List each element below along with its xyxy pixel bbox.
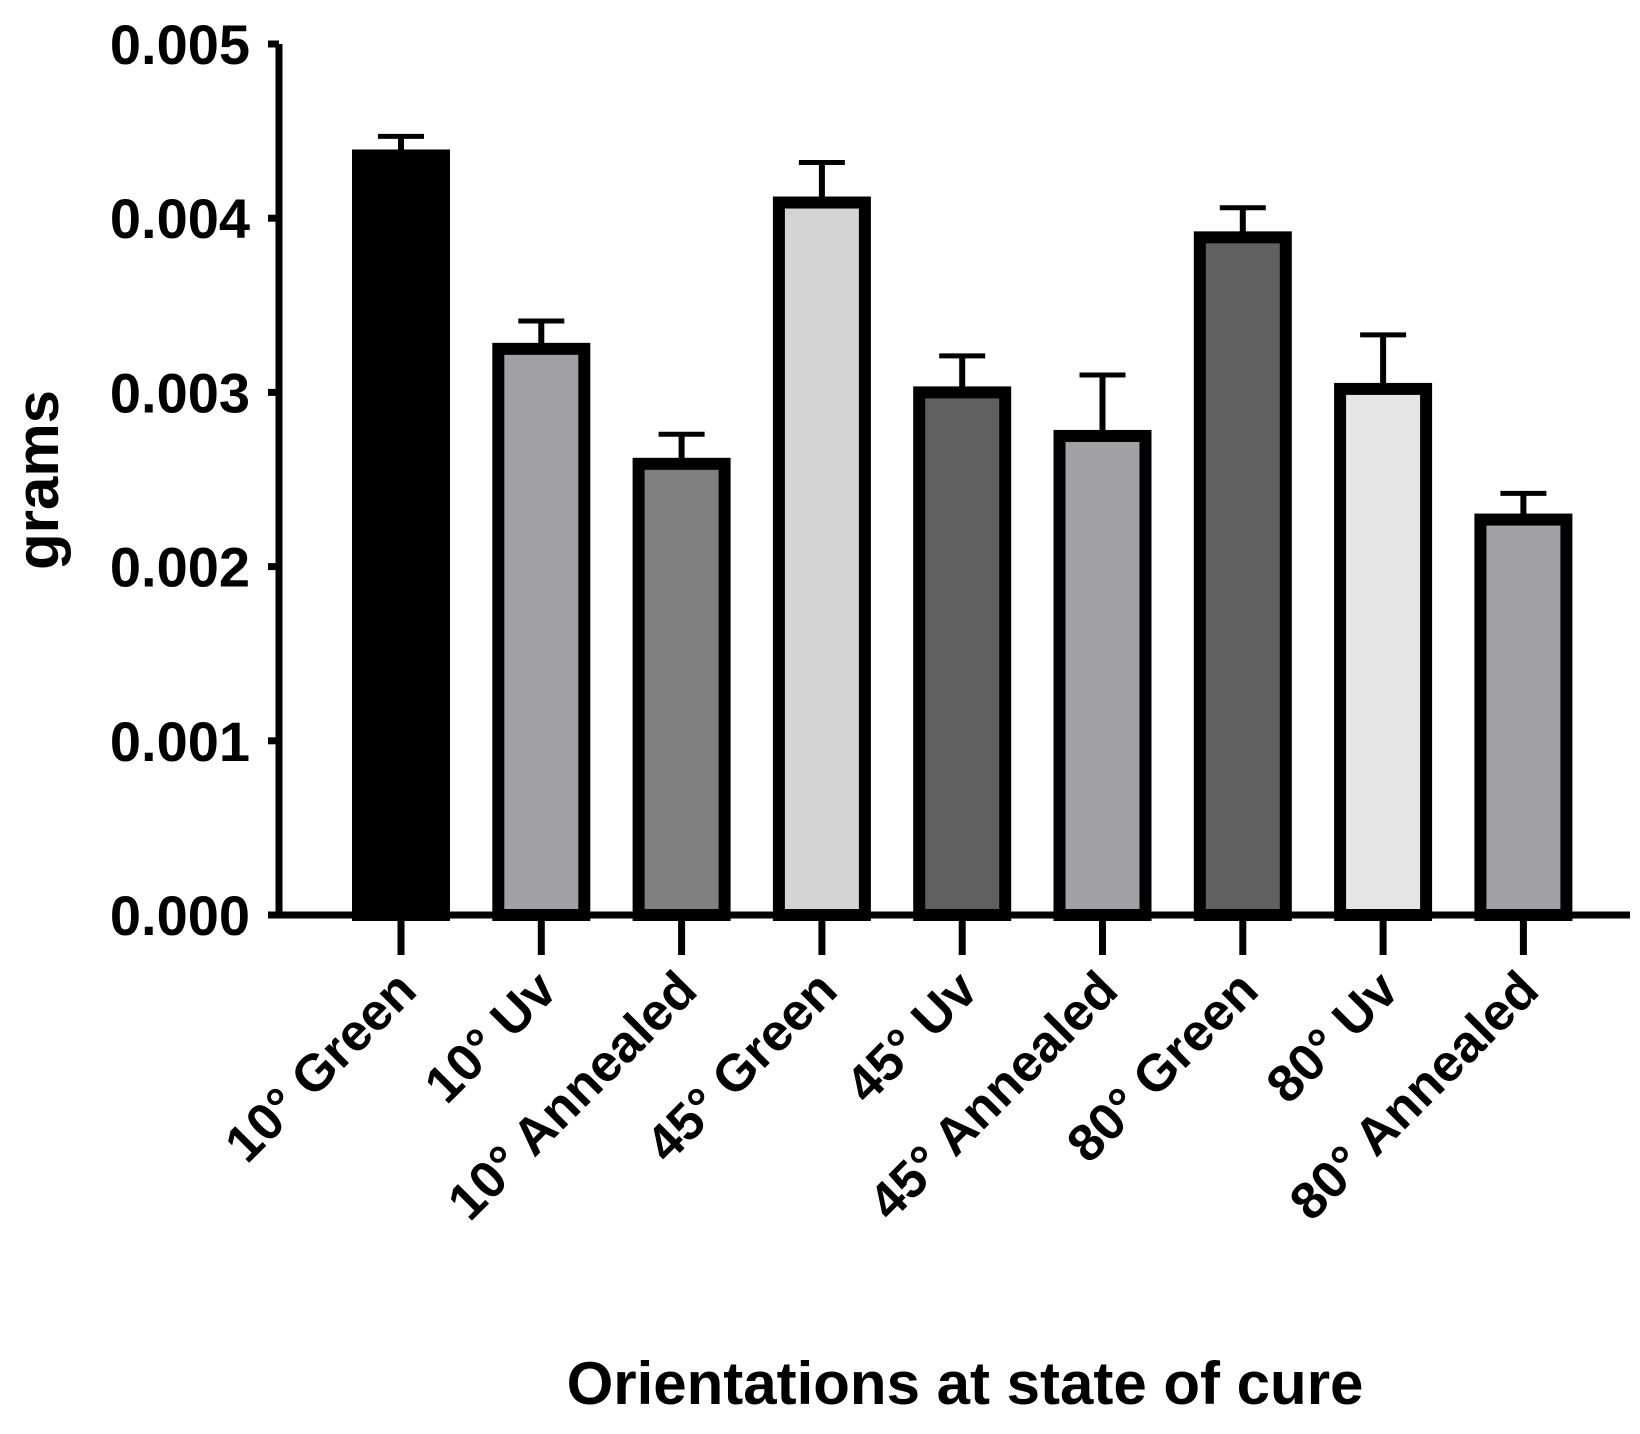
y-tick-label: 0.002 [110, 536, 250, 599]
bar [352, 149, 450, 922]
y-tick-label: 0.000 [110, 884, 250, 947]
bar [1193, 231, 1292, 921]
bar [1053, 429, 1152, 921]
error-bars-group [378, 133, 1547, 520]
bars-group [352, 149, 1573, 922]
bar [913, 386, 1012, 921]
y-ticks-group: 0.000 0.001 0.002 0.003 0.004 0.005 [110, 13, 279, 947]
x-tick-label: 10° Annealed [437, 960, 708, 1231]
bar [1334, 382, 1433, 921]
y-axis-title: grams [4, 390, 71, 570]
x-tick-label: 45° Annealed [858, 960, 1129, 1231]
x-axis-title: Orientations at state of cure [567, 1350, 1364, 1417]
y-tick-label: 0.003 [110, 361, 250, 424]
y-tick-label: 0.001 [110, 710, 250, 773]
bar [772, 196, 871, 922]
bar [632, 457, 731, 921]
x-tick-label: 80° Annealed [1279, 960, 1550, 1231]
y-tick-label: 0.004 [110, 187, 250, 250]
x-tick-label: 10° Green [214, 960, 427, 1173]
bar [492, 342, 591, 922]
bar [1474, 513, 1573, 921]
y-tick-label: 0.005 [110, 13, 250, 76]
